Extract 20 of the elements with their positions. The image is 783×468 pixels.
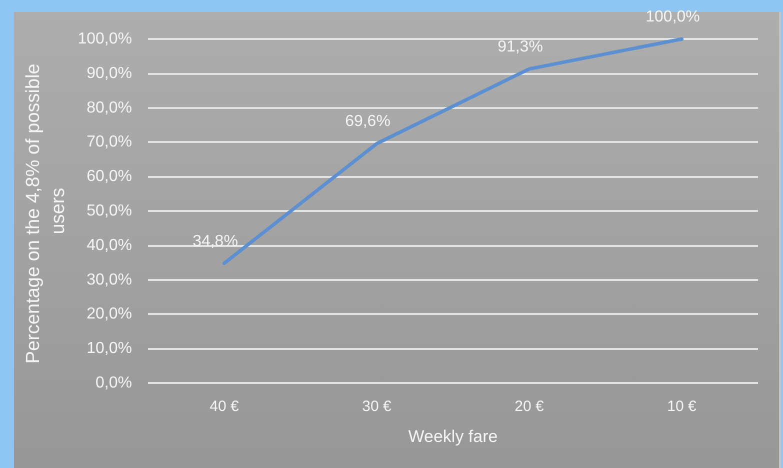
y-tick-label: 100,0%: [78, 30, 132, 48]
y-tick-label: 50,0%: [86, 202, 132, 220]
y-tick-label: 20,0%: [86, 306, 132, 323]
y-tick-label: 60,0%: [86, 168, 132, 186]
y-tick-label: 40,0%: [86, 236, 132, 254]
y-tick-label: 70,0%: [86, 134, 132, 151]
x-tick-label: 10 €: [667, 398, 697, 415]
y-tick-label: 90,0%: [86, 64, 132, 82]
x-axis-title: Weekly fare: [408, 427, 498, 446]
x-tick-label: 30 €: [362, 398, 392, 415]
x-tick-label: 20 €: [514, 398, 544, 415]
data-label: 69,6%: [345, 113, 390, 130]
y-tick-label: 30,0%: [86, 271, 132, 288]
y-axis-title: Percentage on the 4,8% of possible users: [23, 58, 69, 364]
data-label: 100,0%: [646, 8, 700, 26]
x-tick-label: 40 €: [210, 398, 240, 415]
y-tick-label: 10,0%: [86, 340, 132, 358]
data-label: 91,3%: [498, 38, 543, 56]
y-tick-label: 0,0%: [96, 374, 132, 392]
y-tick-label: 80,0%: [86, 99, 132, 116]
